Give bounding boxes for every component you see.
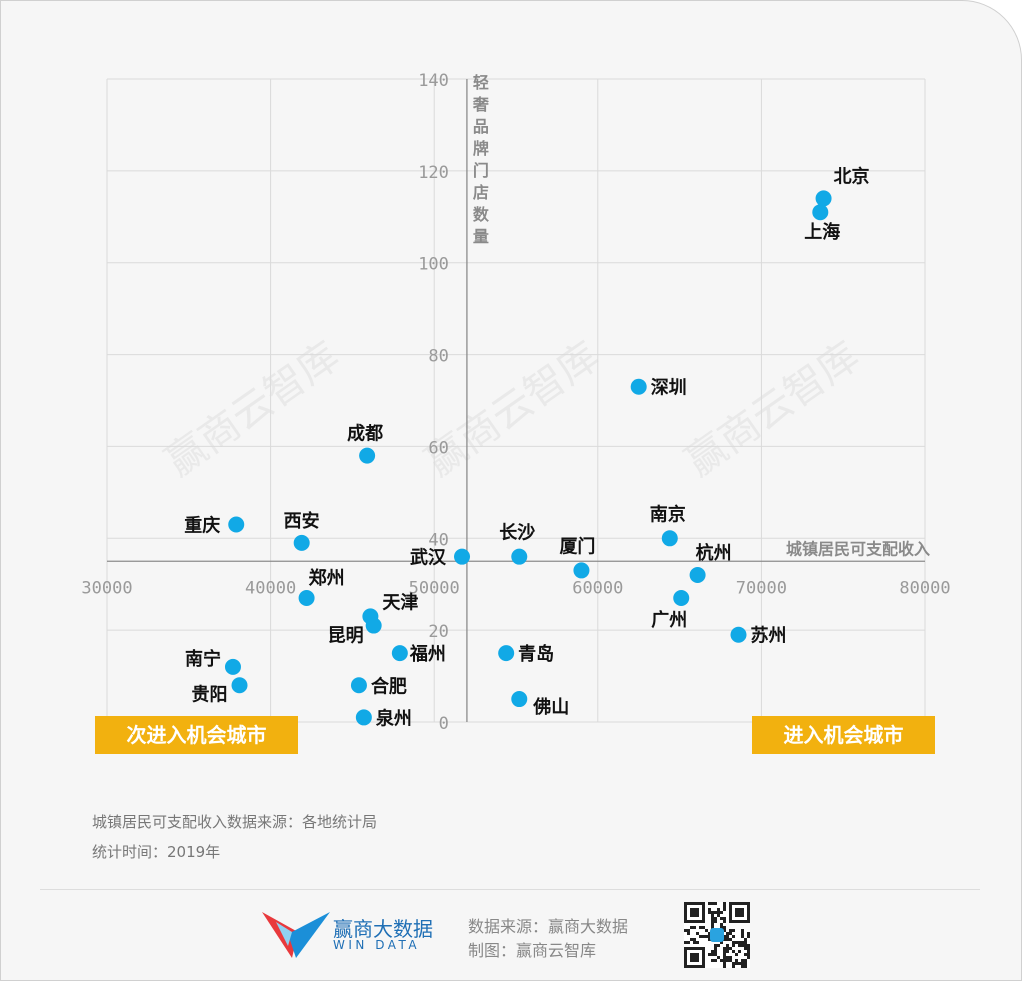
point-label: 南京	[650, 503, 686, 525]
point-重庆	[228, 516, 245, 533]
point-label: 合肥	[371, 675, 407, 697]
x-tick-label: 80000	[899, 578, 950, 598]
watermark-text: 赢商云智库	[157, 333, 347, 485]
point-label: 深圳	[651, 377, 687, 399]
x-tick-label: 60000	[572, 578, 623, 598]
point-北京	[815, 190, 832, 207]
point-青岛	[498, 645, 515, 662]
point-西安	[293, 534, 310, 551]
point-label: 昆明	[328, 626, 364, 647]
point-label: 厦门	[559, 535, 595, 557]
point-郑州	[298, 589, 315, 606]
data-source-credit: 数据来源：赢商大数据	[468, 917, 629, 936]
y-tick-label: 120	[418, 163, 449, 183]
y-tick-label: 0	[439, 714, 449, 734]
x-axis-title: 城镇居民可支配收入	[786, 539, 930, 558]
footer-divider	[40, 889, 980, 890]
watermark-text: 赢商云智库	[677, 333, 867, 485]
point-label: 佛山	[532, 696, 569, 718]
point-厦门	[573, 562, 590, 579]
point-label: 重庆	[184, 515, 220, 537]
point-label: 福州	[409, 643, 446, 665]
point-label: 北京	[834, 165, 870, 187]
point-label: 武汉	[410, 548, 447, 569]
brand-name-en: WIN DATA	[333, 938, 421, 952]
quadrant-label-left: 次进入机会城市	[95, 716, 298, 754]
point-label: 长沙	[499, 523, 535, 544]
y-tick-label: 60	[428, 438, 448, 458]
qr-code-icon	[684, 902, 750, 968]
y-tick-label: 20	[428, 622, 448, 642]
point-贵阳	[231, 677, 248, 694]
point-泉州	[355, 709, 372, 726]
point-label: 南宁	[185, 648, 221, 670]
made-by-credit: 制图：赢商云智库	[468, 941, 597, 960]
point-label: 广州	[651, 609, 687, 631]
point-深圳	[630, 378, 647, 395]
x-tick-label: 30000	[81, 578, 132, 598]
point-昆明	[365, 617, 382, 634]
y-tick-label: 40	[428, 530, 448, 550]
axis-titles: 城镇居民可支配收入 轻奢品牌门店数量	[472, 73, 930, 558]
point-label: 天津	[382, 591, 418, 613]
point-广州	[673, 589, 690, 606]
point-南宁	[224, 658, 241, 675]
point-label: 西安	[284, 510, 320, 532]
point-合肥	[350, 677, 367, 694]
point-上海	[812, 204, 829, 221]
y-tick-label: 100	[418, 255, 449, 275]
point-长沙	[511, 548, 528, 565]
point-苏州	[730, 626, 747, 643]
source-note: 城镇居民可支配收入数据来源：各地统计局	[92, 813, 378, 831]
point-福州	[391, 645, 408, 662]
brand-logo-icon	[262, 912, 330, 958]
point-杭州	[689, 567, 706, 584]
y-tick-label: 80	[428, 347, 448, 367]
point-佛山	[511, 691, 528, 708]
x-tick-label: 50000	[409, 578, 460, 598]
point-label: 苏州	[750, 625, 786, 647]
brand-name: 赢商大数据	[333, 917, 433, 941]
point-label: 郑州	[309, 567, 345, 589]
x-tick-label: 40000	[245, 578, 296, 598]
y-axis-title: 轻奢品牌门店数量	[472, 73, 490, 246]
y-tick-label: 140	[418, 71, 449, 91]
point-label: 上海	[804, 221, 840, 243]
time-note: 统计时间：2019年	[92, 843, 221, 861]
point-label: 成都	[347, 423, 383, 445]
quadrant-label-right: 进入机会城市	[752, 716, 935, 754]
point-label: 泉州	[376, 707, 412, 729]
point-label: 杭州	[696, 542, 732, 564]
point-武汉	[454, 548, 471, 565]
point-南京	[661, 530, 678, 547]
x-tick-label: 70000	[736, 578, 787, 598]
point-成都	[359, 447, 376, 464]
point-label: 贵阳	[192, 684, 228, 705]
point-label: 青岛	[518, 643, 554, 665]
tick-labels: 30000 40000 50000 60000 70000 80000 0 20 40 60 80 1…	[81, 71, 950, 734]
